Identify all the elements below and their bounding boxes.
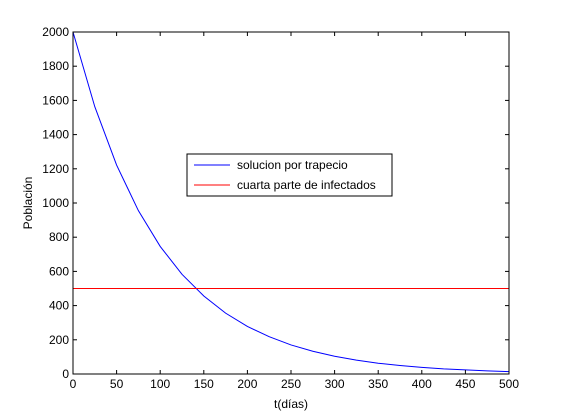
legend-box	[186, 153, 393, 197]
y-tick-label: 1600	[42, 93, 69, 107]
y-tick-label: 0	[62, 367, 69, 381]
series-layer	[72, 31, 510, 373]
y-tick-label: 600	[49, 264, 69, 278]
y-tick-label: 1400	[42, 128, 69, 142]
x-tick-label: 350	[368, 377, 388, 391]
y-tick-label: 800	[49, 230, 69, 244]
x-tick-label: 50	[110, 377, 124, 391]
x-tick-label: 300	[325, 377, 345, 391]
x-axis-label: t(días)	[274, 397, 308, 411]
series-line-0	[72, 31, 510, 373]
x-tick-label: 400	[412, 377, 432, 391]
x-tick-label: 100	[150, 377, 170, 391]
y-tick-label: 1000	[42, 196, 69, 210]
legend-label-trapecio: solucion por trapecio	[237, 158, 348, 172]
y-axis-label: Población	[21, 177, 35, 230]
y-tick-label: 1800	[42, 59, 69, 73]
y-tick-label: 2000	[42, 25, 69, 39]
x-tick-label: 0	[70, 377, 77, 391]
x-tick-label: 500	[499, 377, 519, 391]
y-tick-label: 1200	[42, 162, 69, 176]
y-axis: 0 200 400 600 800 1000 1200 1400 1600 1800 2000	[42, 25, 509, 381]
y-tick-label: 400	[49, 299, 69, 313]
x-tick-label: 450	[455, 377, 475, 391]
x-axis: 0 50 100 150 200 250 300 350 400 450 500	[70, 32, 519, 391]
x-tick-label: 250	[281, 377, 301, 391]
x-tick-label: 200	[237, 377, 257, 391]
x-tick-label: 150	[194, 377, 214, 391]
legend: solucion por trapecio cuarta parte de in…	[186, 153, 393, 197]
plot-area	[73, 32, 509, 374]
y-tick-label: 200	[49, 333, 69, 347]
legend-label-cuarta-parte: cuarta parte de infectados	[237, 178, 376, 192]
